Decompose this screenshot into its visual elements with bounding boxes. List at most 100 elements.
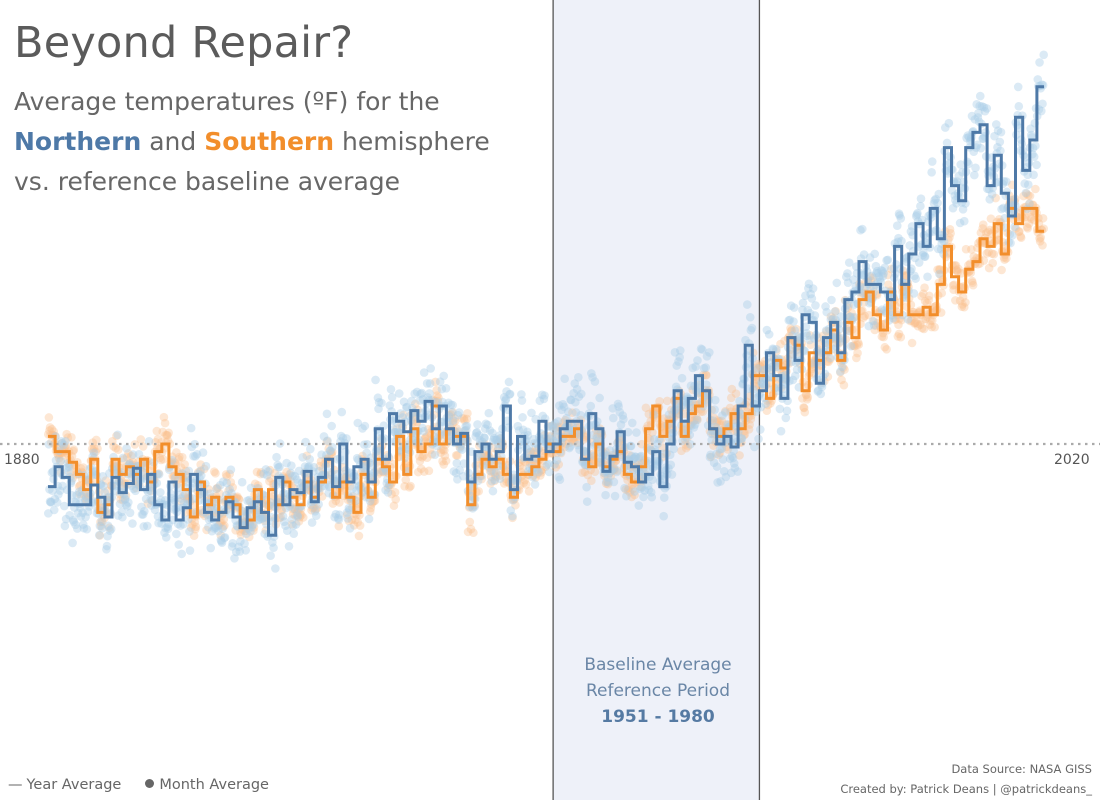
chart-title: Beyond Repair? xyxy=(14,18,354,68)
southern-month-dot xyxy=(311,505,320,514)
northern-month-dot xyxy=(950,191,960,201)
northern-month-dot xyxy=(374,404,383,414)
northern-month-dot xyxy=(806,289,816,299)
northern-month-dot xyxy=(288,521,298,531)
southern-month-dot xyxy=(419,467,429,476)
northern-month-dot xyxy=(910,271,919,281)
northern-month-dot xyxy=(44,440,54,449)
southern-month-dot xyxy=(924,295,933,305)
southern-month-dot xyxy=(826,312,836,321)
northern-month-dot xyxy=(222,478,232,488)
northern-month-dot xyxy=(115,499,125,509)
southern-month-dot xyxy=(580,467,590,477)
southern-month-dot xyxy=(623,486,633,495)
southern-month-dot xyxy=(164,428,173,438)
northern-month-dot xyxy=(978,134,987,143)
northern-month-dot xyxy=(43,509,53,518)
southern-month-dot xyxy=(421,433,430,442)
northern-month-dot xyxy=(342,434,351,443)
southern-month-dot xyxy=(845,312,855,322)
southern-month-dot xyxy=(295,512,304,522)
southern-month-dot xyxy=(508,513,517,523)
northern-month-dot xyxy=(196,471,206,480)
northern-month-dot xyxy=(677,373,687,383)
northern-month-dot xyxy=(426,364,435,373)
northern-month-dot xyxy=(378,466,387,476)
southern-month-dot xyxy=(982,249,992,258)
southern-month-dot xyxy=(298,513,308,522)
northern-month-dot xyxy=(913,208,922,218)
southern-month-dot xyxy=(989,249,999,259)
northern-month-dot xyxy=(639,492,648,502)
southern-month-dot xyxy=(727,384,737,394)
southern-month-dot xyxy=(316,457,326,466)
northern-month-dot xyxy=(225,485,235,494)
southern-month-dot xyxy=(600,471,609,480)
northern-month-dot xyxy=(559,402,569,412)
northern-month-dot xyxy=(977,102,987,111)
northern-month-dot xyxy=(610,491,620,501)
southern-month-dot xyxy=(870,325,880,335)
northern-month-dot xyxy=(873,268,883,278)
southern-month-dot xyxy=(645,435,655,444)
northern-month-dot xyxy=(552,432,561,441)
subtitle-line-1: Average temperatures (ºF) for the xyxy=(14,87,440,116)
northern-month-dot xyxy=(360,421,370,431)
southern-month-dot xyxy=(159,412,169,422)
line-icon: — xyxy=(8,777,23,793)
northern-month-dot xyxy=(955,218,965,228)
southern-month-dot xyxy=(758,364,767,374)
northern-month-dot xyxy=(141,494,151,504)
northern-month-dot xyxy=(214,526,223,536)
southern-month-dot xyxy=(751,381,761,391)
southern-month-dot xyxy=(499,479,509,488)
southern-month-dot xyxy=(593,429,603,439)
southern-month-dot xyxy=(275,513,284,523)
northern-month-dot xyxy=(495,431,504,440)
northern-month-dot xyxy=(454,408,464,417)
northern-month-dot xyxy=(909,289,919,298)
northern-month-dot xyxy=(905,241,915,250)
southern-month-dot xyxy=(641,403,651,413)
southern-month-dot xyxy=(156,455,166,465)
northern-month-dot xyxy=(236,537,245,546)
southern-month-dot xyxy=(44,413,54,422)
northern-month-dot xyxy=(257,514,267,524)
northern-month-dot xyxy=(776,426,786,436)
southern-month-dot xyxy=(410,399,420,409)
southern-month-dot xyxy=(712,419,721,428)
southern-month-dot xyxy=(431,377,440,387)
northern-month-dot xyxy=(286,468,296,478)
southern-month-dot xyxy=(287,519,297,529)
northern-month-dot xyxy=(553,417,563,426)
southern-month-dot xyxy=(62,429,71,439)
northern-month-dot xyxy=(643,481,653,491)
southern-month-dot xyxy=(1022,189,1031,199)
dot-icon xyxy=(145,779,155,788)
southern-month-dot xyxy=(562,439,571,449)
southern-month-dot xyxy=(136,435,146,444)
southern-month-dot xyxy=(853,348,862,358)
southern-month-dot xyxy=(753,375,762,385)
northern-month-dot xyxy=(876,266,886,275)
southern-month-dot xyxy=(681,440,690,449)
southern-month-dot xyxy=(294,516,304,526)
northern-month-dot xyxy=(102,544,111,554)
northern-month-dot xyxy=(179,519,188,529)
southern-month-dot xyxy=(526,447,536,456)
northern-month-dot xyxy=(875,274,885,284)
southern-month-dot xyxy=(683,441,693,451)
northern-month-dot xyxy=(237,477,247,487)
southern-month-dot xyxy=(894,320,903,329)
northern-month-dot xyxy=(213,521,223,531)
southern-month-dot xyxy=(302,451,312,461)
southern-month-dot xyxy=(961,244,971,254)
northern-month-dot xyxy=(916,201,925,211)
northern-month-dot xyxy=(576,411,585,420)
northern-month-dot xyxy=(785,315,795,325)
southern-month-dot xyxy=(927,316,937,325)
northern-month-dot xyxy=(547,432,556,441)
southern-month-dot xyxy=(839,380,849,390)
southern-month-dot xyxy=(172,448,181,457)
southern-month-dot xyxy=(550,431,560,440)
